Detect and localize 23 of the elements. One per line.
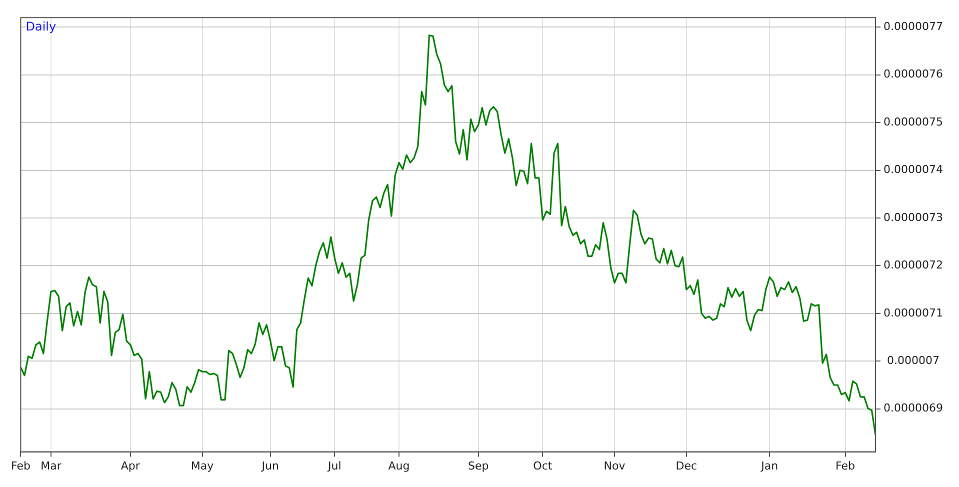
- y-tick-label: 0.0000071: [884, 306, 944, 320]
- x-tick-label: Dec: [676, 459, 698, 472]
- y-tick-label: 0.0000075: [884, 115, 944, 128]
- x-tick-label: Sep: [468, 459, 489, 472]
- chart-title: Daily: [26, 20, 56, 34]
- x-tick-label: Nov: [604, 459, 626, 472]
- x-tick-label: May: [190, 459, 214, 472]
- y-tick-label: 0.0000072: [884, 258, 944, 272]
- y-tick-label: 0.0000069: [884, 402, 944, 415]
- y-tick-label: 0.0000076: [884, 68, 944, 81]
- x-tick-label: Jun: [260, 459, 279, 472]
- x-tick-label: Jan: [760, 459, 778, 472]
- x-tick-label: Feb: [836, 459, 856, 472]
- x-tick-label: Jul: [327, 459, 342, 472]
- y-tick-label: 0.000007: [887, 354, 940, 367]
- y-tick-label: 0.0000074: [884, 163, 944, 176]
- x-tick-label: Aug: [388, 459, 410, 472]
- x-tick-label: Feb: [10, 459, 30, 472]
- x-tick-label: Mar: [40, 459, 62, 472]
- y-tick-label: 0.0000073: [884, 210, 944, 224]
- y-tick-label: 0.0000077: [884, 20, 944, 33]
- x-tick-label: Apr: [120, 459, 140, 472]
- x-tick-label: Oct: [533, 459, 553, 472]
